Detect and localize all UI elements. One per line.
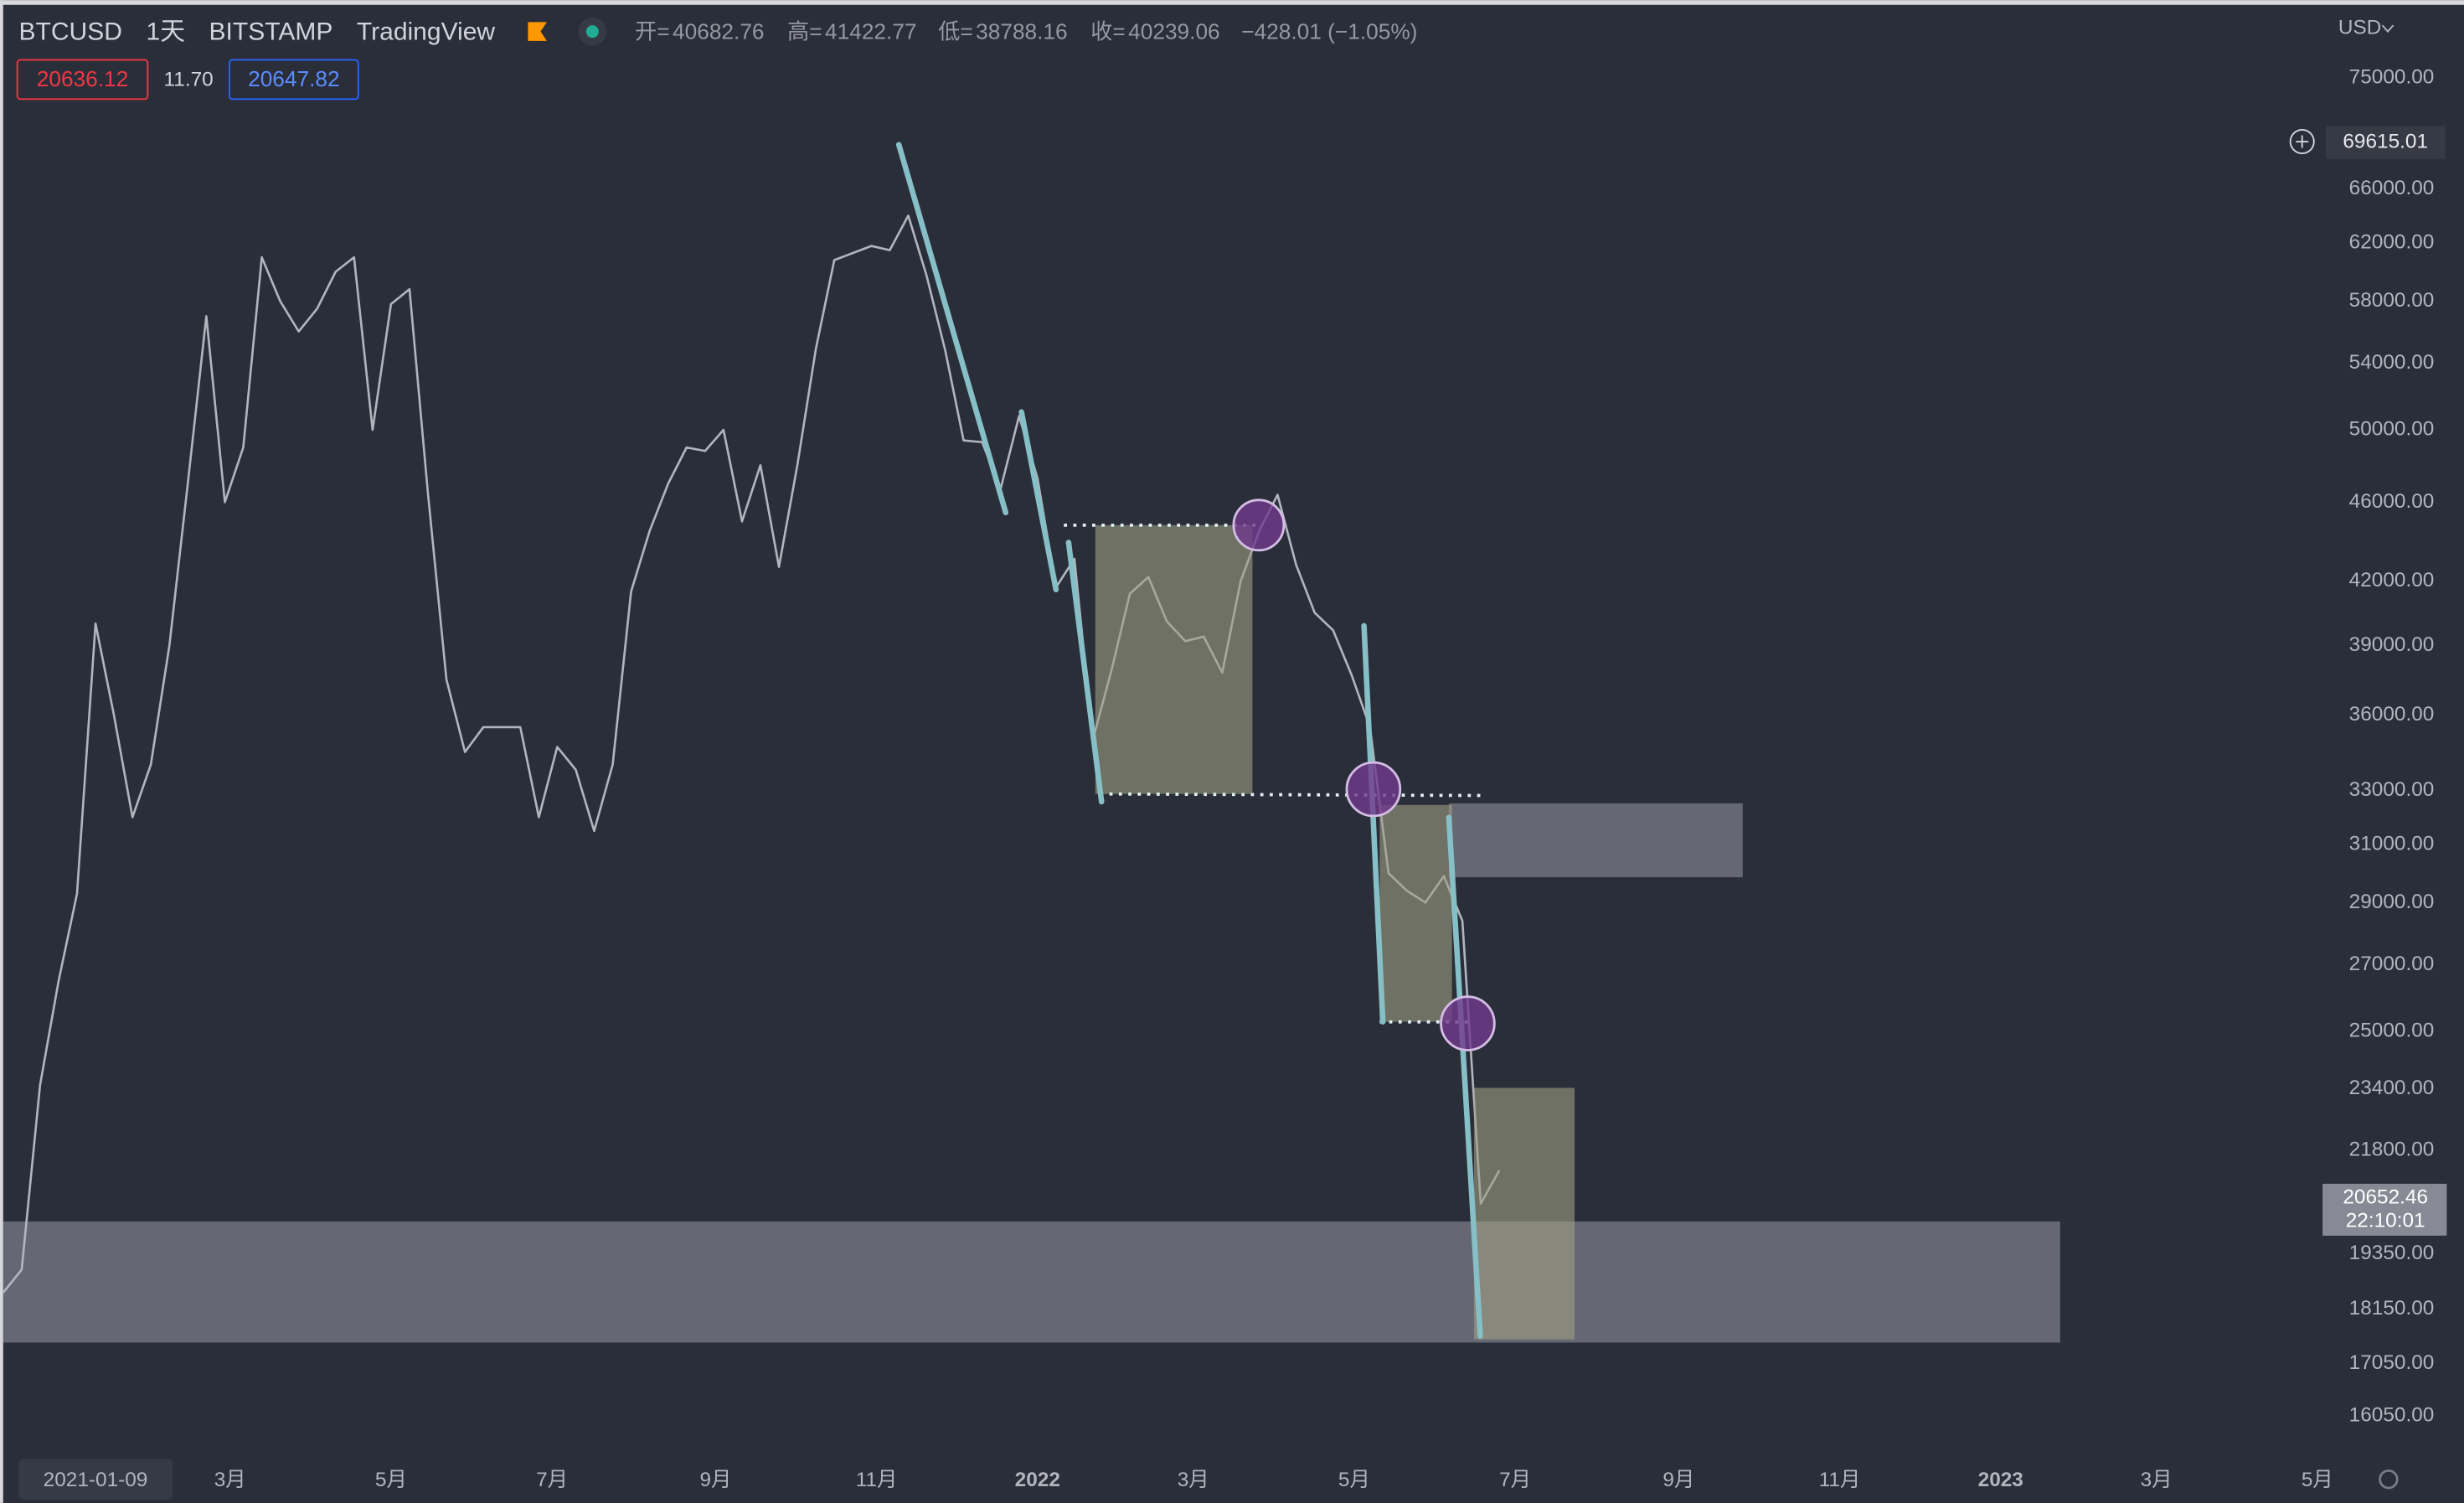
- level-line: [1100, 792, 1481, 798]
- chevron: [2381, 24, 2394, 34]
- trend-line: [1446, 814, 1483, 1340]
- x-tick-label: 11月: [1819, 1469, 1861, 1491]
- bid-badge[interactable]: [16, 59, 149, 101]
- last-price: 20652.46: [2343, 1185, 2428, 1208]
- top-border: [0, 0, 2464, 5]
- ask-price: 20647.82: [248, 66, 340, 91]
- exchange: BITSTAMP: [209, 18, 333, 45]
- y-tick-label: 54000.00: [2349, 351, 2435, 374]
- x-tick-label: 2023: [1978, 1469, 2023, 1491]
- trend-line: [1065, 540, 1105, 805]
- y-axis: 75000.00 66000.00 62000.00 58000.00 54000.00…: [2349, 66, 2435, 1427]
- crosshair-price: 69615.01: [2343, 130, 2428, 152]
- support-zone: [3, 1222, 2060, 1343]
- date-highlight: [18, 1459, 173, 1500]
- source: TradingView: [357, 18, 495, 45]
- bid-price: 20636.12: [37, 66, 129, 91]
- drawings-front: [895, 142, 1575, 1340]
- x-tick-label: 9月: [699, 1469, 731, 1491]
- flag-icon[interactable]: [528, 22, 547, 41]
- y-tick-label: 17050.00: [2349, 1351, 2435, 1374]
- x-axis: 2021-01-09 3月 5月 7月 9月 11月 2022 3月 5月 7月 9月 11月 2023…: [44, 1469, 2333, 1491]
- countdown: 22:10:01: [2346, 1209, 2425, 1232]
- y-tick-label: 25000.00: [2349, 1020, 2435, 1042]
- y-tick-label: 62000.00: [2349, 231, 2435, 254]
- x-tick-label: 11月: [856, 1469, 898, 1491]
- x-tick-label: 5月: [375, 1469, 407, 1491]
- ohlc-label: 开=: [635, 18, 670, 44]
- y-tick-label: 23400.00: [2349, 1077, 2435, 1099]
- crosshair-box: [2325, 126, 2446, 159]
- last-price-box: [2322, 1183, 2447, 1236]
- add-icon[interactable]: [2289, 128, 2315, 155]
- spread: 11.70: [164, 68, 214, 90]
- ask-badge[interactable]: [228, 59, 359, 101]
- symbol[interactable]: BTCUSD: [19, 18, 122, 45]
- x-tick-label: 5月: [2302, 1469, 2333, 1491]
- ohlc-label: 收=: [1090, 18, 1126, 44]
- marker-circle: [1232, 498, 1286, 552]
- x-tick-label: 3月: [2141, 1469, 2173, 1491]
- x-tick-label: 7月: [1499, 1469, 1531, 1491]
- trend-line: [1018, 409, 1059, 593]
- x-tick-label: 7月: [536, 1469, 568, 1491]
- dotted-levels: [1064, 523, 1481, 1024]
- y-tick-label: 36000.00: [2349, 703, 2435, 726]
- resistance-zone: [1448, 803, 1743, 878]
- range-box: [1473, 1087, 1575, 1340]
- y-tick-label: 16050.00: [2349, 1404, 2435, 1427]
- status-dot: [585, 25, 599, 39]
- y-tick-label: 75000.00: [2349, 66, 2435, 89]
- markers: [1232, 498, 1496, 1051]
- currency[interactable]: USD: [2338, 16, 2381, 39]
- y-tick-label: 50000.00: [2349, 418, 2435, 441]
- y-tick-label: 18150.00: [2349, 1297, 2435, 1320]
- y-tick-label: 39000.00: [2349, 633, 2435, 656]
- drawings-back: [3, 803, 2060, 1343]
- ohlc-value: 40239.06: [1128, 18, 1220, 44]
- trend-lines: [895, 142, 1483, 1340]
- x-tick-label: 3月: [1178, 1469, 1209, 1491]
- ohlc-label: 低=: [938, 18, 973, 44]
- x-tick-label: 2021-01-09: [44, 1469, 148, 1491]
- y-tick-label: 29000.00: [2349, 891, 2435, 913]
- ohlc-value: 38788.16: [976, 18, 1068, 44]
- range-box: [1379, 804, 1452, 1022]
- y-tick-label: 27000.00: [2349, 953, 2435, 975]
- y-tick-label: 46000.00: [2349, 490, 2435, 513]
- trend-line: [1361, 622, 1386, 1025]
- y-tick-label: 66000.00: [2349, 177, 2435, 199]
- range-box: [1095, 524, 1253, 794]
- ohlc-value: 40682.76: [673, 18, 765, 44]
- y-tick-label: 58000.00: [2349, 289, 2435, 312]
- settings-icon[interactable]: [2379, 1469, 2399, 1490]
- y-tick-label: 42000.00: [2349, 569, 2435, 591]
- marker-circle: [1345, 761, 1402, 818]
- x-tick-label: 9月: [1662, 1469, 1694, 1491]
- y-tick-label: 31000.00: [2349, 833, 2435, 855]
- y-tick-label: 19350.00: [2349, 1242, 2435, 1264]
- left-border: [0, 0, 3, 1503]
- x-tick-label: 5月: [1338, 1469, 1370, 1491]
- marker-circle: [1440, 995, 1496, 1051]
- add-cross: [2296, 135, 2309, 148]
- y-tick-label: 33000.00: [2349, 778, 2435, 801]
- x-tick-label: 2022: [1015, 1469, 1060, 1491]
- y-tick-label: 21800.00: [2349, 1138, 2435, 1160]
- interval[interactable]: 1天: [146, 18, 185, 45]
- ohlc-label: 高=: [787, 18, 822, 44]
- change: −428.01 (−1.05%): [1241, 18, 1417, 44]
- trend-line: [895, 142, 1009, 516]
- ohlc-value: 41422.77: [825, 18, 917, 44]
- x-tick-label: 3月: [214, 1469, 246, 1491]
